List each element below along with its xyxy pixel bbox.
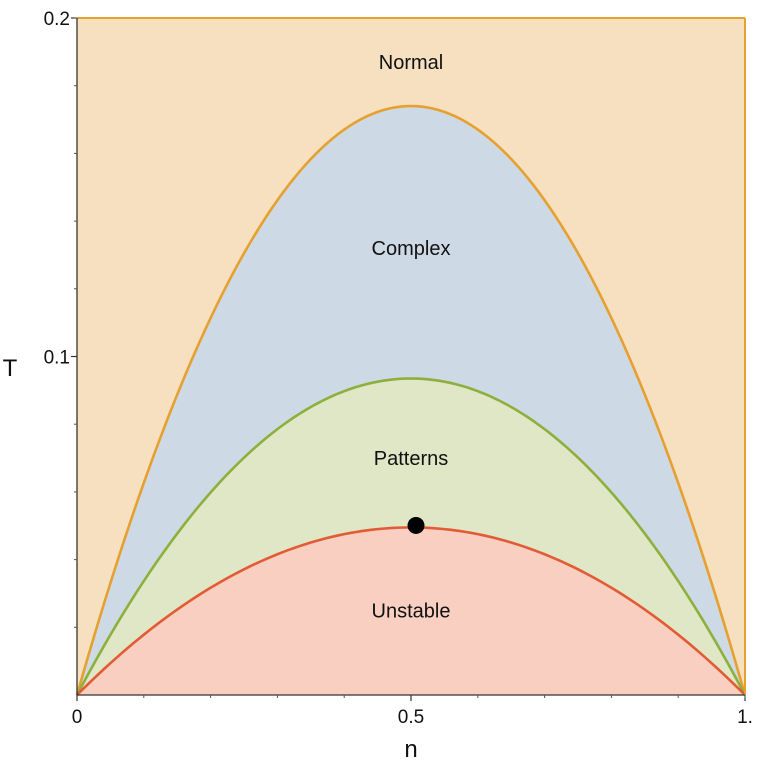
region-label-patterns: Patterns: [374, 448, 448, 470]
region-label-unstable: Unstable: [372, 600, 451, 622]
x-axis-label: n: [404, 736, 417, 763]
region-labels: Normal Complex Patterns Unstable: [372, 52, 451, 622]
y-tick-label: 0.2: [44, 9, 70, 30]
y-axis-label: T: [3, 355, 18, 382]
critical-point: [407, 516, 425, 534]
x-tick-label: 0: [72, 707, 83, 728]
region-label-normal: Normal: [379, 52, 443, 74]
regions-layer: [77, 18, 745, 695]
axis-ticks: 0 0.5 1. 0.1 0.2: [44, 9, 753, 728]
region-label-complex: Complex: [372, 238, 451, 260]
boundary-complex-curve: [75, 104, 747, 696]
boundary-patterns-curve: [75, 377, 747, 696]
x-tick-label: 0.5: [398, 707, 424, 728]
x-tick-label: 1.: [737, 707, 753, 728]
y-tick-label: 0.1: [44, 348, 70, 369]
critical-point-marker: [407, 516, 425, 534]
